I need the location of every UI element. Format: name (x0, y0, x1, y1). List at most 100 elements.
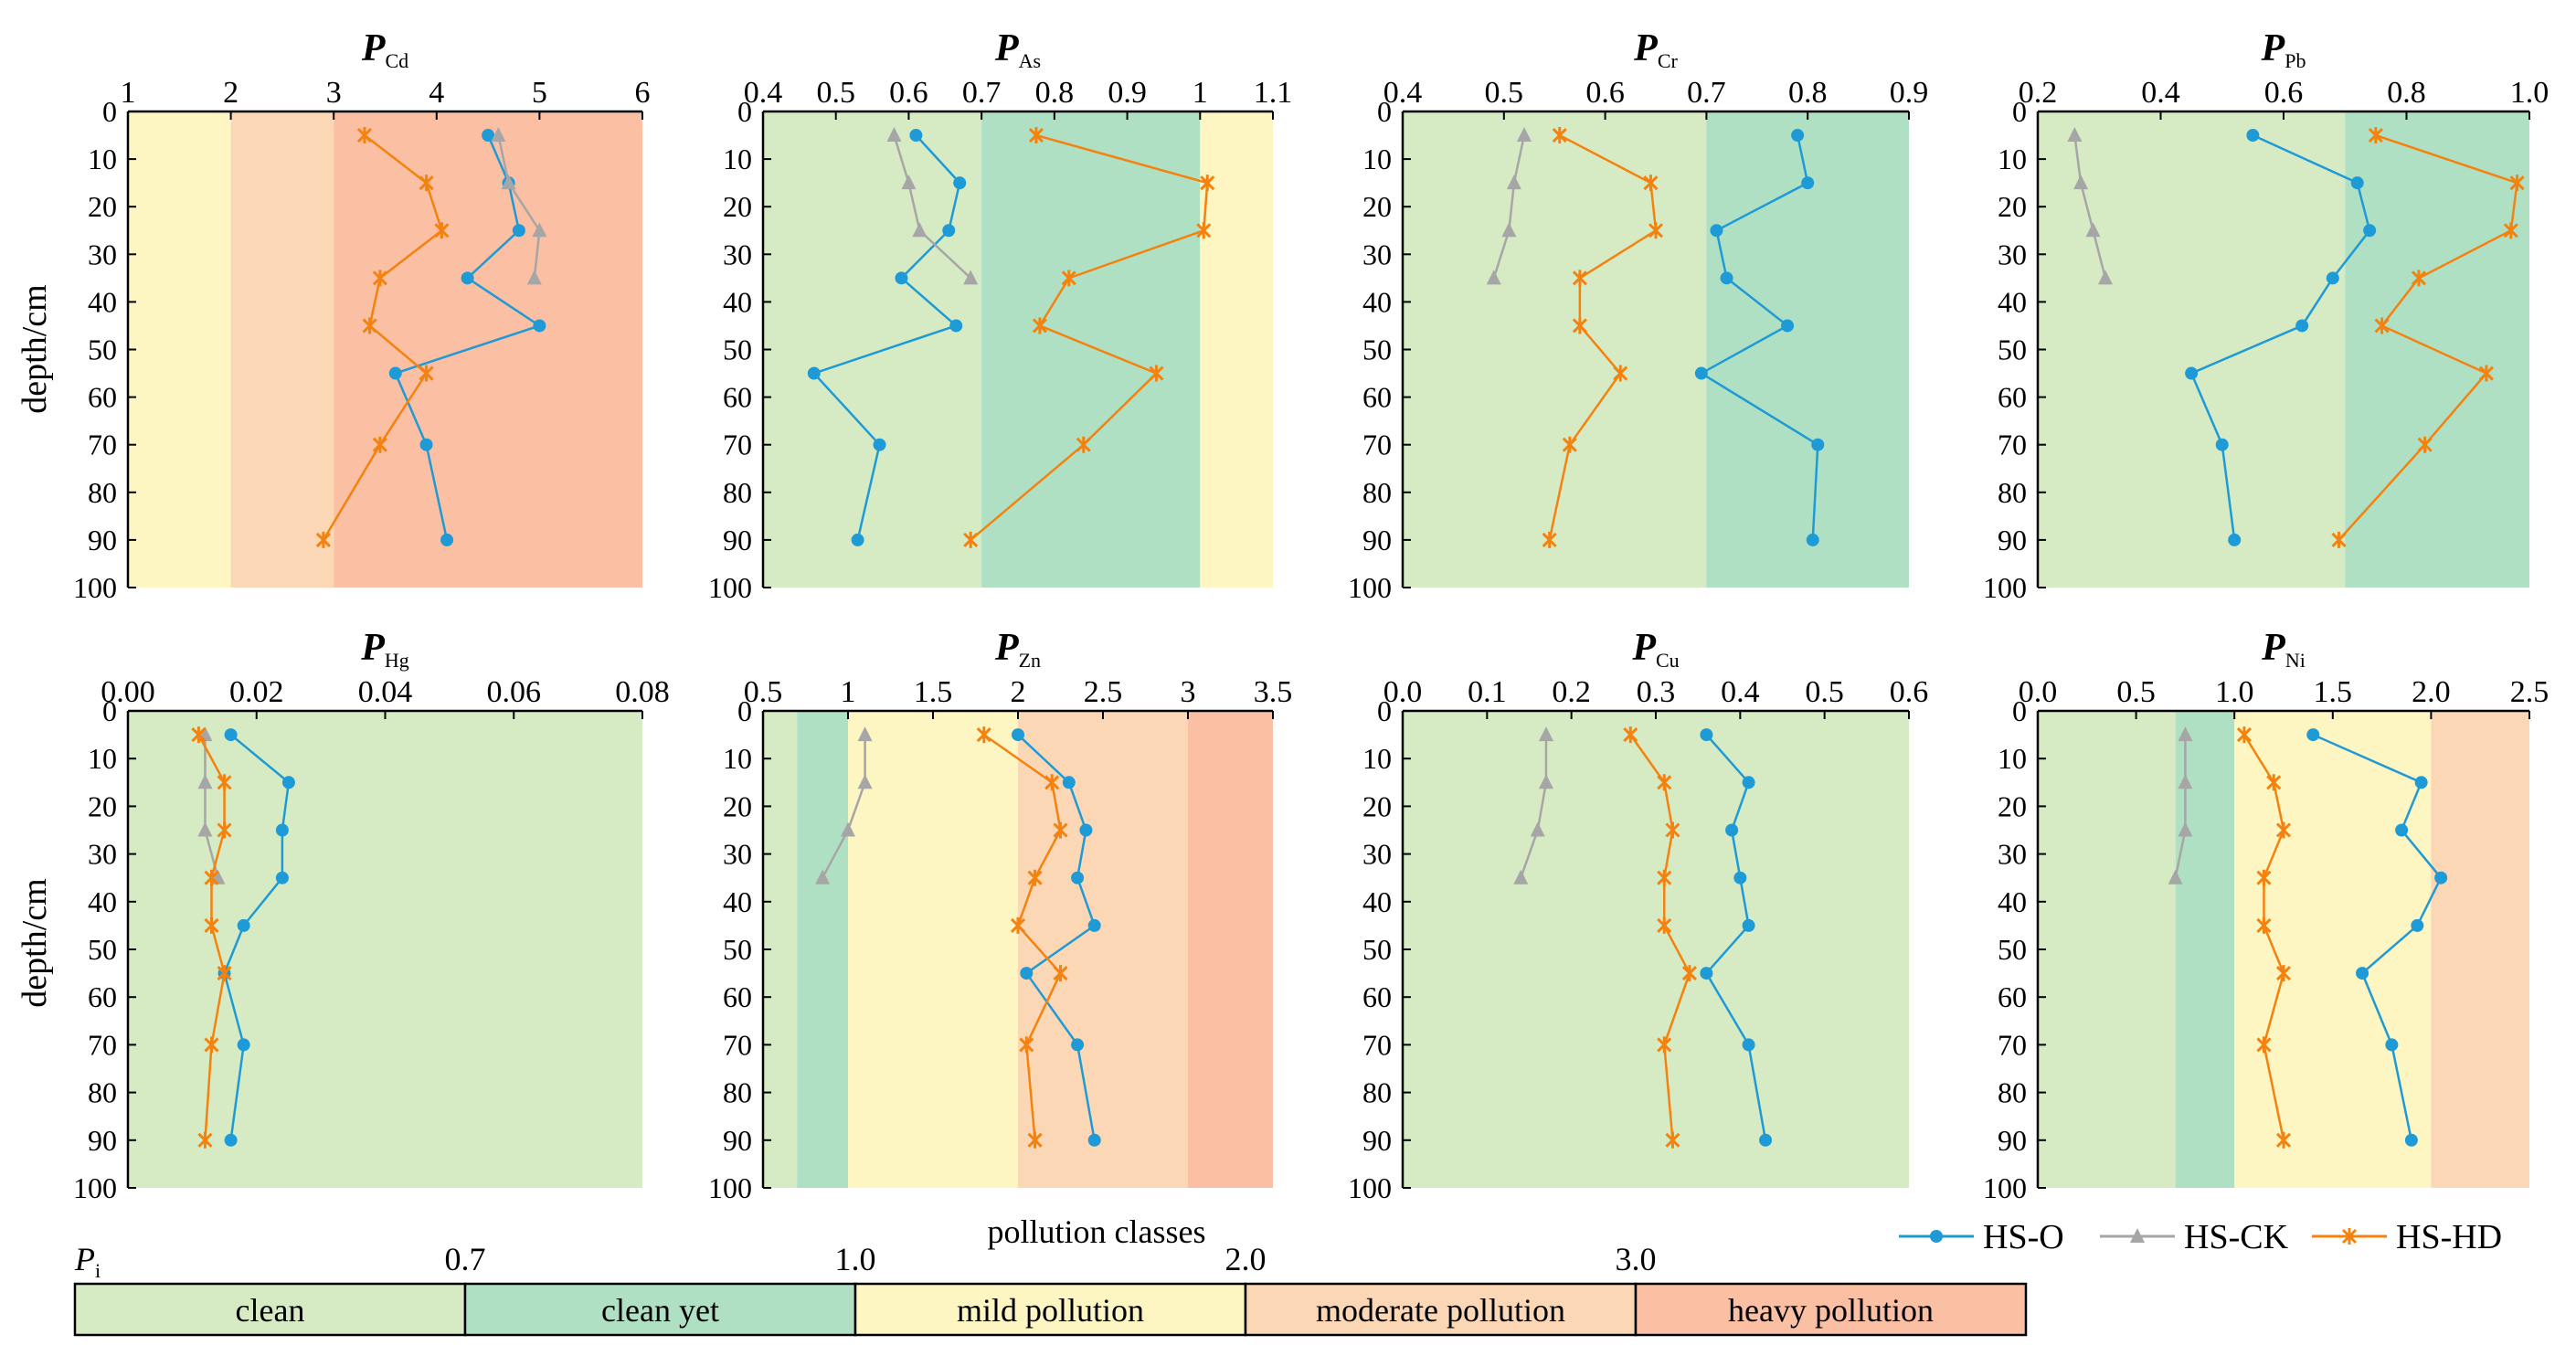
panel-ni: 0.0 0.5 1.0 1.5 2.0 2.5 0 10 20 30 40 50 60 70 80 90 100… (1983, 627, 2549, 1204)
point-hs-ck (1538, 726, 1553, 742)
point-hs-o (2411, 918, 2424, 932)
panel-title: PPb (2261, 27, 2306, 72)
y-tick-label: 30 (1362, 238, 1392, 270)
scale-box-label: heavy pollution (1728, 1292, 1934, 1329)
scale-threshold: 1.0 (835, 1241, 876, 1277)
scale-threshold: 3.0 (1616, 1241, 1657, 1277)
band-clean (2038, 111, 2346, 588)
point-hs-hd (1643, 175, 1659, 192)
point-hs-ck (532, 222, 547, 238)
x-tick-label: 0.3 (1637, 675, 1676, 709)
point-hs-hd (1681, 965, 1697, 982)
y-tick-label: 100 (1983, 571, 2027, 604)
point-hs-o (909, 129, 923, 143)
x-tick-label: 0.8 (1035, 76, 1075, 110)
point-hs-ck (2178, 821, 2193, 837)
y-tick-label: 30 (1998, 838, 2027, 871)
y-tick-label: 40 (723, 285, 752, 318)
point-hs-hd (2275, 821, 2292, 839)
point-hs-hd (2374, 317, 2390, 334)
panel-title-symbol: P (994, 27, 1019, 69)
series-line-hs-ck (1520, 735, 1548, 879)
legend-marker-hs-o (1930, 1230, 1943, 1243)
y-tick-label: 50 (1998, 933, 2027, 966)
point-hs-o (851, 533, 864, 546)
point-hs-o (2246, 129, 2260, 143)
point-hs-hd (372, 270, 387, 287)
point-hs-o (1087, 918, 1101, 932)
point-hs-ck (857, 726, 873, 742)
point-hs-hd (1032, 317, 1047, 334)
series-line-hs-hd (983, 734, 1062, 1140)
x-tick-label: 0.4 (2141, 76, 2180, 110)
panel-title-symbol: P (1631, 627, 1656, 669)
x-tick-label: 0.5 (816, 76, 855, 110)
band-mild (1200, 111, 1273, 588)
series-line-hs-o (394, 134, 543, 541)
y-tick-label: 0 (2012, 95, 2027, 128)
point-hs-hd (1061, 270, 1076, 287)
point-hs-ck (2097, 270, 2113, 285)
point-hs-hd (1053, 821, 1068, 839)
y-tick-label: 100 (73, 1171, 117, 1204)
point-hs-o (237, 918, 250, 932)
point-hs-o (1781, 319, 1795, 333)
point-hs-hd (1657, 774, 1672, 791)
x-tick-label: 0.1 (1468, 675, 1507, 709)
y-tick-label: 80 (88, 476, 117, 509)
point-hs-hd (2411, 270, 2427, 287)
point-hs-o (1020, 967, 1034, 980)
point-hs-hd (2331, 531, 2347, 548)
scale-thresholds: 0.7 1.0 2.0 3.0 (445, 1241, 1657, 1277)
y-tick-label: 100 (1348, 571, 1392, 604)
y-tick-label: 0 (1377, 95, 1392, 128)
series-line-hs-o (811, 134, 961, 541)
band-mild (848, 711, 1018, 1188)
band-clean (2038, 711, 2176, 1188)
point-hs-o (1811, 438, 1825, 451)
x-tick-label: 1 (841, 675, 856, 709)
y-tick-label: 0 (737, 95, 752, 128)
scale-box-heavy (1634, 1282, 2028, 1337)
point-hs-o (2228, 533, 2242, 546)
panel-title-subscript: Hg (385, 649, 409, 672)
scale-threshold: 2.0 (1225, 1241, 1267, 1277)
x-tick-label: 1 (121, 76, 136, 110)
series-line-hs-o (1017, 734, 1097, 1141)
legend-marker-hs-hd (2341, 1228, 2358, 1245)
point-hs-ck (2168, 869, 2183, 885)
band-clean-yet (797, 711, 848, 1188)
x-tick-label: 0.08 (615, 675, 670, 709)
point-hs-ck (841, 821, 855, 837)
point-hs-ck (1530, 821, 1545, 837)
point-hs-o (1062, 776, 1076, 789)
x-tick-label: 2.5 (1084, 675, 1123, 709)
point-hs-ck (886, 127, 902, 143)
point-hs-o (1806, 533, 1819, 546)
scale-threshold: 0.7 (445, 1241, 486, 1277)
y-tick-label: 40 (1998, 885, 2027, 918)
series-line-hs-o (1704, 734, 1767, 1141)
panel-title-subscript: Zn (1019, 649, 1041, 672)
band-heavy (1188, 711, 1273, 1188)
panel-title: PCd (361, 27, 408, 72)
point-hs-hd (1623, 726, 1638, 744)
point-hs-o (224, 1133, 238, 1147)
x-tick-label: 2.5 (2510, 675, 2549, 709)
point-hs-hd (217, 965, 232, 982)
band-mild (2234, 711, 2432, 1188)
y-tick-label: 80 (1362, 1076, 1392, 1109)
x-tick-label: 1 (1193, 76, 1208, 110)
point-hs-o (482, 129, 495, 143)
y-axis-labels: depth/cm depth/cm (16, 284, 54, 1007)
y-tick-label: 10 (1998, 143, 2027, 175)
series-line-hs-ck (497, 134, 541, 279)
point-hs-hd (372, 436, 387, 453)
x-tick-label: 0.2 (2019, 76, 2058, 110)
point-hs-hd (362, 317, 377, 334)
point-hs-hd (204, 1036, 219, 1054)
panel-title-subscript: Ni (2285, 649, 2306, 672)
point-hs-ck (526, 270, 542, 285)
point-hs-o (2185, 366, 2199, 380)
